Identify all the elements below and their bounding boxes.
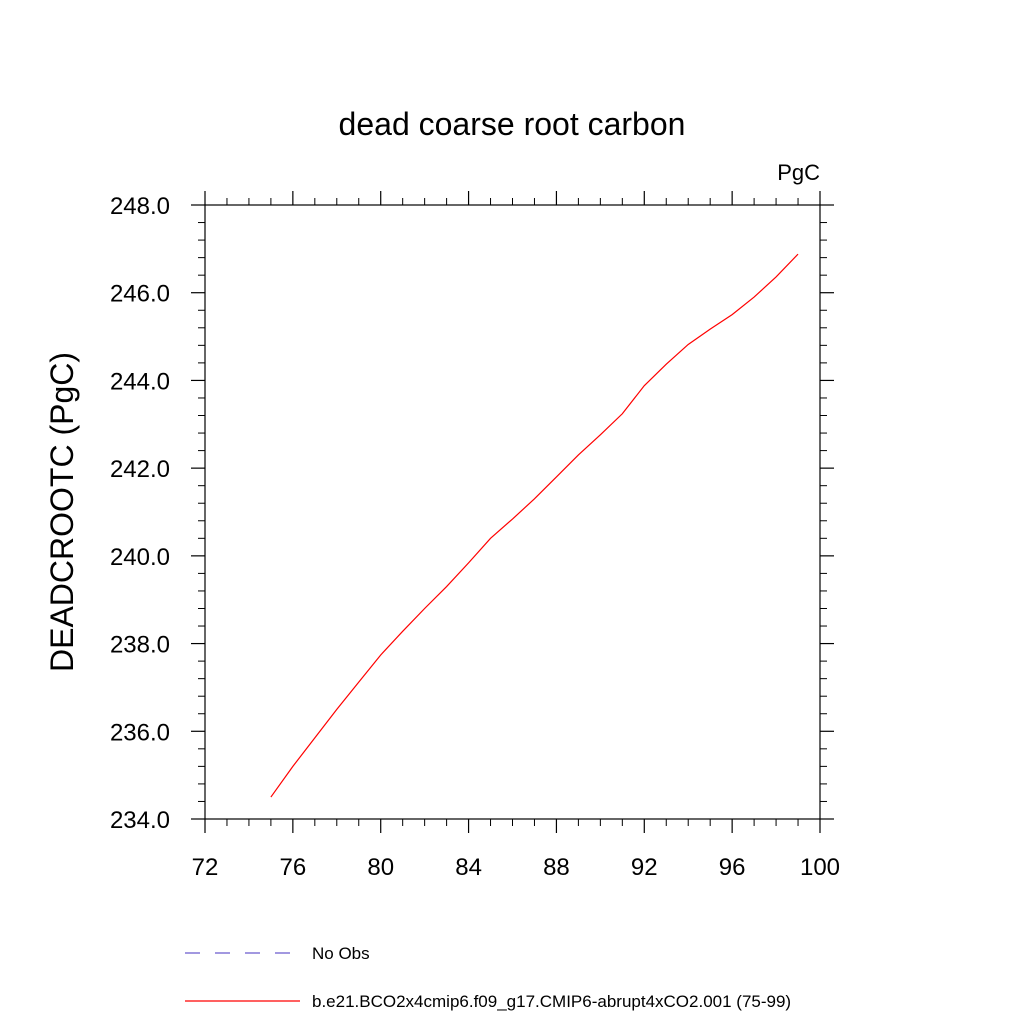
axis-ticks <box>191 191 834 833</box>
x-tick-label: 76 <box>280 854 307 881</box>
y-tick-label: 240.0 <box>110 544 170 571</box>
y-tick-label: 248.0 <box>110 193 170 220</box>
y-tick-label: 246.0 <box>110 281 170 308</box>
x-tick-label: 80 <box>367 854 394 881</box>
x-tick-label: 88 <box>543 854 570 881</box>
x-tick-label: 72 <box>192 854 219 881</box>
series-line <box>270 253 799 798</box>
legend: No Obs b.e21.BCO2x4cmip6.f09_g17.CMIP6-ab… <box>185 944 791 1011</box>
y-tick-label: 242.0 <box>110 456 170 483</box>
x-tick-label: 84 <box>455 854 482 881</box>
x-tick-label: 92 <box>631 854 658 881</box>
legend-label: No Obs <box>312 944 370 963</box>
series-layer <box>270 253 799 798</box>
x-tick-label: 100 <box>800 854 840 881</box>
y-axis-label: DEADCROOTC (PgC) <box>44 352 80 672</box>
axis-tick-labels: 72 76 80 84 88 92 96 100 234.0 236.0 238.0 240.0 242… <box>110 193 840 881</box>
y-tick-label: 238.0 <box>110 632 170 659</box>
legend-label: b.e21.BCO2x4cmip6.f09_g17.CMIP6-abrupt4x… <box>312 992 791 1011</box>
x-tick-label: 96 <box>719 854 746 881</box>
y-tick-label: 234.0 <box>110 807 170 834</box>
plot-frame <box>204 204 821 820</box>
y-tick-label: 244.0 <box>110 368 170 395</box>
y-tick-label: 236.0 <box>110 719 170 746</box>
chart-title: dead coarse root carbon <box>339 106 686 142</box>
units-label: PgC <box>777 160 820 185</box>
